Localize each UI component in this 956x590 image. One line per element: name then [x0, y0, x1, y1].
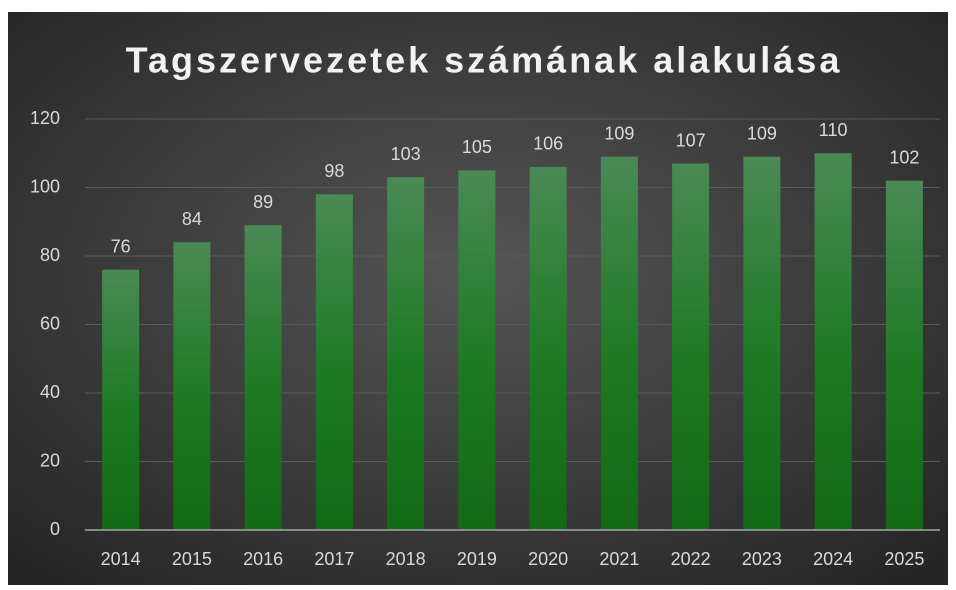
data-label: 103: [391, 144, 421, 164]
data-label: 102: [889, 147, 919, 167]
bar: [458, 170, 496, 530]
data-label: 110: [819, 120, 848, 140]
y-tick-label: 60: [40, 313, 60, 333]
bar: [315, 194, 353, 530]
x-tick-label: 2020: [528, 549, 568, 569]
bar: [387, 177, 425, 530]
y-tick-label: 80: [40, 245, 60, 265]
data-label: 106: [533, 134, 563, 154]
x-tick-label: 2015: [172, 549, 212, 569]
data-label: 84: [182, 209, 202, 229]
bar: [244, 225, 282, 531]
data-label: 107: [676, 130, 706, 150]
bar: [885, 180, 923, 530]
data-label: 105: [462, 137, 492, 157]
x-tick-label: 2025: [884, 549, 924, 569]
data-label: 109: [604, 123, 634, 143]
x-tick-label: 2018: [386, 549, 426, 569]
y-tick-label: 0: [50, 519, 60, 539]
bar: [814, 153, 852, 530]
bar: [102, 269, 140, 530]
bar: [173, 242, 211, 531]
y-tick-label: 100: [30, 176, 60, 196]
x-tick-label: 2019: [457, 549, 497, 569]
bar: [600, 156, 638, 531]
x-tick-label: 2021: [599, 549, 639, 569]
x-tick-label: 2017: [314, 549, 354, 569]
bar: [672, 163, 710, 530]
x-tick-label: 2022: [671, 549, 711, 569]
data-label: 89: [253, 192, 273, 212]
data-label: 98: [324, 161, 344, 181]
data-label: 76: [111, 236, 131, 256]
bar: [529, 166, 567, 530]
x-tick-label: 2024: [813, 549, 853, 569]
x-tick-label: 2014: [101, 549, 141, 569]
data-label: 109: [747, 123, 777, 143]
y-tick-label: 40: [40, 382, 60, 402]
chart-title: Tagszervezetek számának alakulása: [126, 40, 843, 81]
bar: [743, 156, 781, 531]
y-tick-label: 120: [30, 108, 60, 128]
x-tick-label: 2016: [243, 549, 283, 569]
y-tick-label: 20: [40, 450, 60, 470]
x-tick-label: 2023: [742, 549, 782, 569]
